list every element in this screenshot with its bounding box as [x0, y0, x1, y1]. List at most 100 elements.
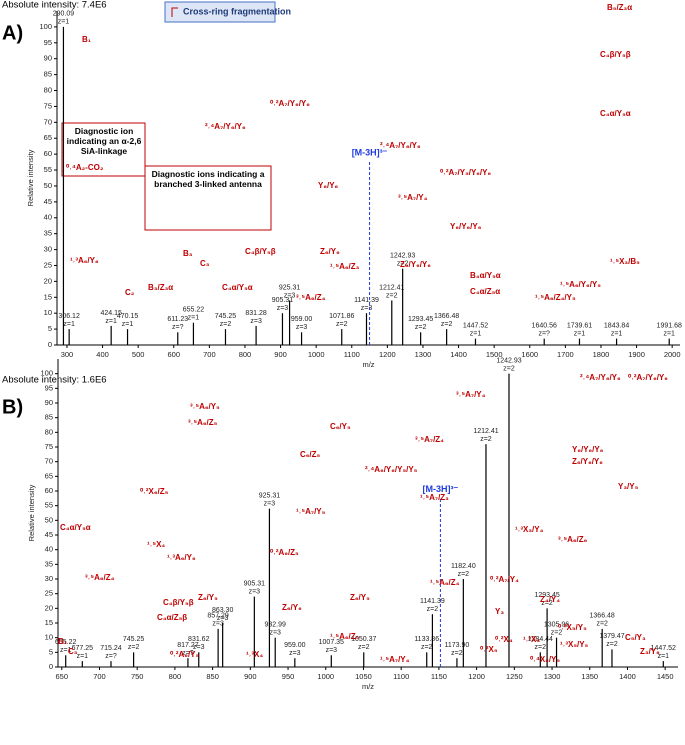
x-tick-label: 1450	[657, 672, 674, 681]
peak-charge-label: z=1	[658, 653, 670, 660]
peak-charge-label: z=2	[541, 600, 553, 607]
fragment-label: ³˒⁵A₆/Z₄	[85, 573, 115, 582]
fragment-label: ¹˒⁵A₆/Y₆/Y₅	[560, 280, 601, 289]
peak-mz-label: 655.22	[183, 307, 205, 314]
y-tick-label: 15	[45, 618, 53, 627]
peak-mz-label: 306.12	[58, 313, 80, 320]
diagnostic-text: Diagnostic ions indicating a branched 3-…	[151, 169, 265, 190]
peak-mz-label: 1379.47	[599, 633, 624, 640]
fragment-label: C₆/Z₅	[300, 450, 321, 459]
fragment-label: ³˒⁵A₇/Y₄	[456, 390, 486, 399]
fragment-label: ¹˒⁵X₃/B₅	[610, 257, 640, 266]
peak-charge-label: z=3	[264, 500, 276, 507]
peak-charge-label: z=2	[336, 321, 348, 328]
peak-charge-label: z=3	[217, 615, 229, 622]
peak-charge-label: z=2	[503, 366, 515, 373]
x-tick-label: 900	[244, 672, 257, 681]
panel-label: B)	[2, 396, 23, 418]
peak-charge-label: z=2	[458, 571, 470, 578]
fragment-label: C₃	[200, 259, 210, 268]
peak-mz-label: 1007.35	[319, 639, 344, 646]
fragment-label: Z₃/Y₆	[640, 647, 660, 656]
y-tick-label: 85	[44, 70, 52, 79]
peak-charge-label: z=1	[77, 653, 89, 660]
peak-charge-label: z=2	[596, 621, 608, 628]
y-tick-label: 30	[44, 245, 52, 254]
fragment-label: B₄α/Y₅α	[470, 271, 501, 280]
peak-charge-label: z=2	[427, 606, 439, 613]
peak-mz-label: 655.22	[55, 639, 77, 646]
fragment-label: ¹˒³X₃	[523, 635, 540, 644]
y-tick-label: 95	[44, 38, 52, 47]
y-tick-label: 40	[45, 545, 53, 554]
fragment-label: C₄β/Y₅β	[163, 598, 194, 607]
y-tick-label: 35	[45, 559, 53, 568]
fragment-label: ¹˒⁵A₆/Z₄/Y₅	[535, 293, 576, 302]
y-tick-label: 0	[48, 340, 52, 349]
y-tick-label: 65	[44, 133, 52, 142]
x-tick-label: 1000	[308, 350, 325, 359]
peak-mz-label: 1366.48	[590, 613, 615, 620]
x-tick-label: 1250	[506, 672, 523, 681]
peak-charge-label: z=2	[480, 436, 492, 443]
fragment-label: C₄α/Y₅α	[600, 109, 631, 118]
peak-charge-label: z=3	[326, 647, 338, 654]
fragment-label: Z₆/Y₆/Y₆	[572, 457, 603, 466]
peak-mz-label: 677.25	[72, 645, 94, 652]
fragment-label: Y₃/Y₅	[618, 482, 639, 491]
precursor-label: [M-3H]³⁻	[423, 484, 459, 494]
y-tick-label: 85	[45, 413, 53, 422]
fragment-label: ⁰˒²A₇/Y₄	[490, 575, 519, 584]
fragment-label: C₅/Y₃	[625, 633, 646, 642]
fragment-label: C₄β/Y₅β	[600, 50, 631, 59]
y-tick-label: 25	[44, 260, 52, 269]
peak-charge-label: z=1	[63, 321, 75, 328]
fragment-label: C₄α/Z₅α	[470, 287, 500, 296]
fragment-label: ¹˒³X₅/Y₅	[560, 640, 589, 649]
fragment-label: ⁰˒²A₆/Y₅	[170, 650, 200, 659]
fragment-label: B₃/Z₃α	[148, 283, 173, 292]
y-tick-label: 30	[45, 574, 53, 583]
y-axis-title: Relative intensity	[27, 484, 36, 541]
fragment-label: ¹˒⁵A₆/Z₅	[330, 632, 360, 641]
peak-mz-label: 424.15	[100, 310, 122, 317]
y-tick-label: 20	[45, 603, 53, 612]
fragment-label: ⁰˒²X₄	[495, 635, 513, 644]
y-axis-title: Relative intensity	[26, 149, 35, 206]
peak-mz-label: 745.25	[123, 636, 145, 643]
peak-charge-label: z=3	[284, 292, 296, 299]
fragment-label: B₅/Z₃α	[607, 3, 632, 12]
peak-mz-label: 1640.56	[532, 322, 557, 329]
y-tick-label: 70	[45, 457, 53, 466]
x-tick-label: 800	[169, 672, 182, 681]
x-tick-label: 1200	[379, 350, 396, 359]
y-tick-label: 90	[44, 54, 52, 63]
peak-mz-label: 1242.93	[496, 358, 521, 365]
panel-label: A)	[2, 22, 23, 44]
peak-mz-label: 1242.93	[390, 253, 415, 260]
peak-charge-label: z=1	[470, 330, 482, 337]
y-tick-label: 35	[44, 229, 52, 238]
fragment-label: ³˒⁵A₆/Z₆	[558, 535, 588, 544]
diagnostic-box-text: Diagnostic ions indicating a branched 3-…	[151, 169, 265, 190]
y-tick-label: 50	[44, 181, 52, 190]
fragment-label: C₄α/Z₅β	[157, 613, 187, 622]
fragment-label: C₄α/Y₅α	[222, 283, 253, 292]
fragment-label: C₂	[125, 288, 135, 297]
x-tick-label: 1800	[593, 350, 610, 359]
x-tick-label: 900	[274, 350, 287, 359]
peak-charge-label: z=2	[421, 644, 433, 651]
fragment-label: C₃	[68, 647, 78, 656]
y-tick-label: 10	[45, 633, 53, 642]
peak-mz-label: 1293.45	[408, 316, 433, 323]
peak-charge-label: z=1	[58, 19, 70, 26]
peak-charge-label: z=1	[574, 330, 586, 337]
peak-mz-label: 1050.37	[351, 636, 376, 643]
peak-charge-label: z=3	[250, 318, 262, 325]
y-tick-label: 55	[45, 501, 53, 510]
peak-mz-label: 1293.45	[534, 592, 559, 599]
peak-mz-label: 1366.48	[434, 313, 459, 320]
peak-charge-label: z=3	[193, 644, 205, 651]
y-tick-label: 50	[45, 515, 53, 524]
fragment-label: ³˒⁵A₇/Z₄	[415, 435, 444, 444]
